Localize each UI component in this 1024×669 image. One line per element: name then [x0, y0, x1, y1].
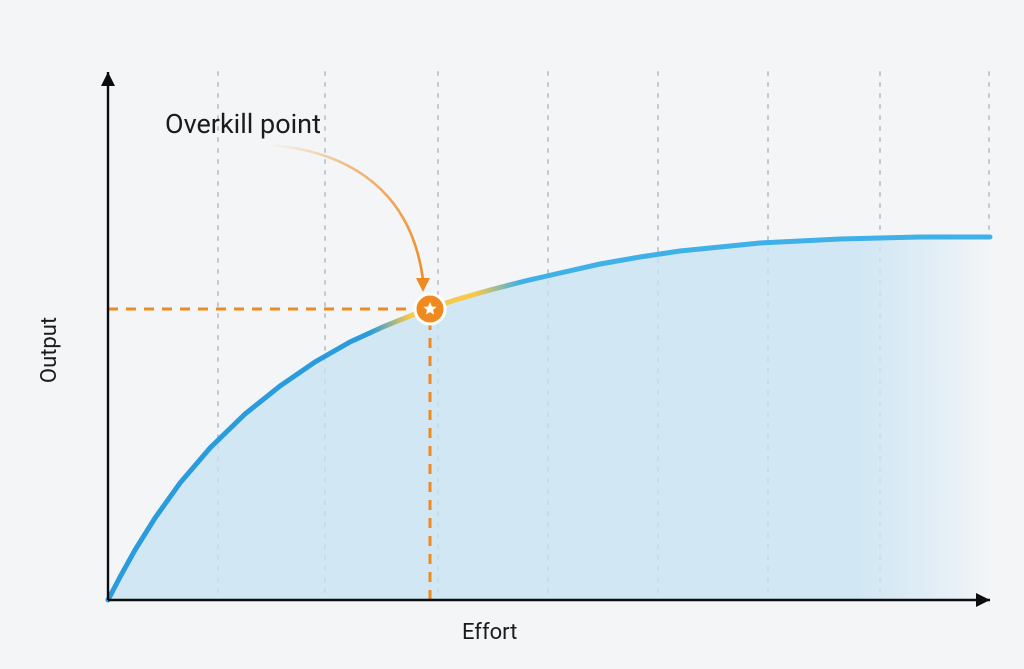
x-axis-label: Effort — [462, 620, 517, 645]
overkill-marker — [415, 294, 445, 324]
chart-canvas: Output Effort Overkill point — [0, 0, 1024, 669]
chart-svg — [0, 0, 1024, 669]
overkill-annotation-label: Overkill point — [165, 108, 321, 140]
y-axis-label: Output — [37, 317, 62, 383]
